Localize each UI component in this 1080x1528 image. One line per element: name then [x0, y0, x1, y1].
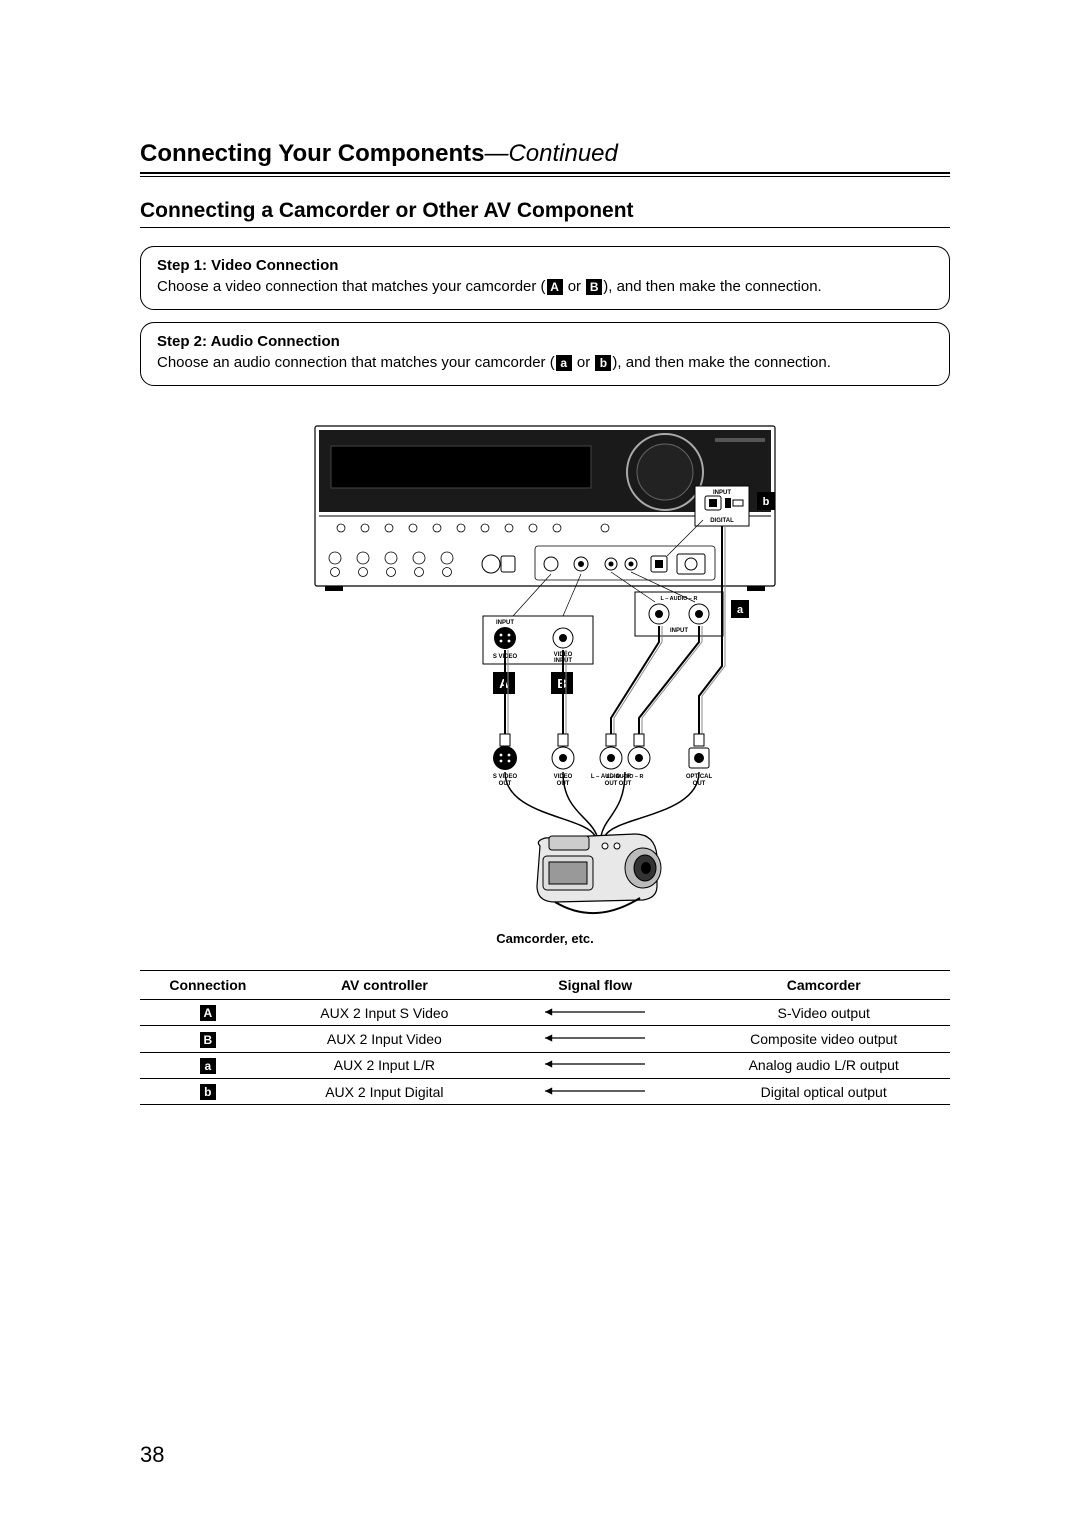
table-header: Connection — [140, 971, 276, 1000]
table-row: a AUX 2 Input L/R Analog audio L/R output — [140, 1052, 950, 1078]
connection-table: ConnectionAV controllerSignal flowCamcor… — [140, 970, 950, 1105]
subheading: Connecting a Camcorder or Other AV Compo… — [140, 199, 950, 223]
label-chip: a — [556, 355, 572, 371]
cell-controller: AUX 2 Input S Video — [276, 1000, 493, 1026]
svg-text:INPUT: INPUT — [713, 490, 731, 496]
table-header: Signal flow — [493, 971, 697, 1000]
cell-signal-flow — [493, 1052, 697, 1078]
cell-connection: A — [140, 1000, 276, 1026]
label-chip: B — [200, 1032, 216, 1048]
svg-text:INPUT: INPUT — [670, 628, 688, 634]
cell-controller: AUX 2 Input Video — [276, 1026, 493, 1052]
arrow-icon — [535, 1032, 655, 1044]
svg-text:OUT: OUT — [499, 781, 512, 787]
label-chip: b — [595, 355, 611, 371]
label-chip: A — [200, 1005, 216, 1021]
cell-connection: b — [140, 1078, 276, 1104]
connection-diagram: INPUTDIGITALbINPUTS VIDEOVIDEOINPUTL – A… — [140, 416, 950, 921]
label-chip: a — [200, 1058, 216, 1074]
step-box-2: Step 2: Audio Connection Choose an audio … — [140, 322, 950, 386]
svg-text:INPUT: INPUT — [496, 620, 514, 626]
svg-text:OUT: OUT — [693, 781, 706, 787]
svg-text:a: a — [737, 604, 744, 616]
table-row: B AUX 2 Input Video Composite video output — [140, 1026, 950, 1052]
table-header: Camcorder — [697, 971, 950, 1000]
table-row: b AUX 2 Input Digital Digital optical outp… — [140, 1078, 950, 1104]
camcorder-caption: Camcorder, etc. — [140, 931, 950, 946]
cell-controller: AUX 2 Input Digital — [276, 1078, 493, 1104]
arrow-icon — [535, 1085, 655, 1097]
page-number: 38 — [140, 1442, 164, 1468]
label-chip: B — [586, 279, 602, 295]
cell-connection: a — [140, 1052, 276, 1078]
arrow-icon — [535, 1058, 655, 1070]
arrow-icon — [535, 1006, 655, 1018]
table-row: A AUX 2 Input S Video S-Video output — [140, 1000, 950, 1026]
cell-signal-flow — [493, 1026, 697, 1052]
step-text: Choose a video connection that matches y… — [157, 276, 933, 297]
step-title: Step 2: Audio Connection — [157, 333, 933, 350]
svg-text:b: b — [763, 496, 770, 508]
cell-camcorder: Composite video output — [697, 1026, 950, 1052]
heading-main: Connecting Your Components — [140, 140, 484, 167]
step-text: Choose an audio connection that matches … — [157, 352, 933, 373]
label-chip: A — [547, 279, 563, 295]
step-title: Step 1: Video Connection — [157, 257, 933, 274]
step-box-1: Step 1: Video Connection Choose a video c… — [140, 246, 950, 310]
cell-camcorder: Analog audio L/R output — [697, 1052, 950, 1078]
svg-text:L – AUDIO – R: L – AUDIO – R — [661, 596, 698, 602]
subheading-underline — [140, 227, 950, 228]
table-header: AV controller — [276, 971, 493, 1000]
heading-suffix: —Continued — [484, 140, 617, 167]
heading-underline — [140, 172, 950, 177]
cell-controller: AUX 2 Input L/R — [276, 1052, 493, 1078]
label-chip: b — [200, 1084, 216, 1100]
cell-signal-flow — [493, 1078, 697, 1104]
svg-text:OUT: OUT — [605, 781, 618, 787]
cell-signal-flow — [493, 1000, 697, 1026]
cell-connection: B — [140, 1026, 276, 1052]
svg-text:DIGITAL: DIGITAL — [710, 518, 734, 524]
cell-camcorder: Digital optical output — [697, 1078, 950, 1104]
section-heading: Connecting Your Components—Continued — [140, 140, 950, 168]
cell-camcorder: S-Video output — [697, 1000, 950, 1026]
